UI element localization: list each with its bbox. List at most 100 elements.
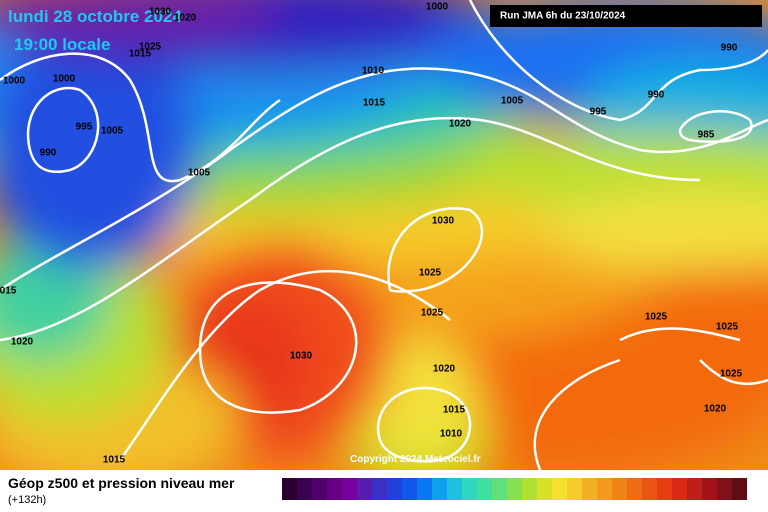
run-box	[490, 5, 762, 27]
colorbar-cell	[582, 478, 597, 500]
colorbar-label: 564	[539, 503, 550, 509]
colorbar-label: 512	[344, 503, 355, 509]
colorbar-cell	[447, 478, 462, 500]
colorbar-cell	[342, 478, 357, 500]
colorbar-cell	[597, 478, 612, 500]
isobar-lines	[0, 0, 768, 470]
colorbar-label: 528	[404, 503, 415, 509]
colorbar-label: 576	[584, 503, 595, 509]
colorbar-label: 516	[359, 503, 370, 509]
colorbar-label: 504	[314, 503, 325, 509]
colorbar-label: 508	[329, 503, 340, 509]
colorbar-label: 568	[554, 503, 565, 509]
colorbar-cell	[312, 478, 327, 500]
isobar-label: 995	[76, 122, 93, 133]
colorbar-cell	[567, 478, 582, 500]
colorbar-cell	[387, 478, 402, 500]
colorbar-label: 596	[659, 503, 670, 509]
colorbar-label: 588	[629, 503, 640, 509]
footer-lead: (+132h)	[8, 494, 46, 506]
isobar-label: 990	[648, 90, 665, 101]
colorbar-cell	[402, 478, 417, 500]
colorbar-cell	[282, 478, 297, 500]
colorbar-label: 500	[299, 503, 310, 509]
colorbar-label: 572	[569, 503, 580, 509]
isobar-label: 1000	[426, 2, 449, 13]
colorbar-cell	[552, 478, 567, 500]
colorbar-cell	[492, 478, 507, 500]
isobar-label: 1015	[363, 98, 386, 109]
colorbar-cell	[612, 478, 627, 500]
colorbar-cell	[462, 478, 477, 500]
isobar-label: 1005	[188, 168, 211, 179]
colorbar-label: 552	[494, 503, 505, 509]
colorbar-label: 592	[644, 503, 655, 509]
isobar-label: 1015	[129, 49, 152, 60]
colorbar-label: 600	[674, 503, 685, 509]
isobar-label: 1020	[174, 13, 197, 24]
colorbar-label: 612	[719, 503, 730, 509]
isobar-label: 1020	[433, 364, 456, 375]
isobar-label: 985	[698, 130, 715, 141]
colorbar-label: 580	[599, 503, 610, 509]
colorbar-label: 520	[374, 503, 385, 509]
isobar-label: 1025	[421, 308, 444, 319]
colorbar-label: 540	[449, 503, 460, 509]
colorbar-label: 524	[389, 503, 400, 509]
colorbar-label: 604	[689, 503, 700, 509]
isobar-label: 015	[0, 286, 17, 297]
colorbar-label: 496	[284, 503, 295, 509]
colorbar-label: 548	[479, 503, 490, 509]
colorbar-cell	[372, 478, 387, 500]
colorbar-label: 556	[509, 503, 520, 509]
isobar-label: 1025	[419, 268, 442, 279]
colorbar-cell	[732, 478, 747, 500]
colorbar-cell	[642, 478, 657, 500]
colorbar-cell	[417, 478, 432, 500]
colorbar-cell	[432, 478, 447, 500]
isobar-label: 990	[721, 43, 738, 54]
isobar-label: 1005	[101, 126, 124, 137]
isobar-label: 1025	[645, 312, 668, 323]
isobar-label: 1025	[716, 322, 739, 333]
colorbar-cell	[297, 478, 312, 500]
colorbar: 496 500 504 508 512 516 520 524 528 532 536 540 544 5…	[282, 478, 747, 509]
colorbar-cell	[717, 478, 732, 500]
isobar-label: 1030	[149, 7, 172, 18]
isobar-label: 1010	[440, 429, 463, 440]
isobar-label: 1020	[449, 119, 472, 130]
isobar-label: 1025	[720, 369, 743, 380]
date-label: lundi 28 octobre 2024	[8, 7, 182, 26]
isobar-label: 1015	[103, 455, 126, 466]
footer-title: Géop z500 et pression niveau mer	[8, 475, 235, 491]
colorbar-label: 560	[524, 503, 535, 509]
colorbar-cell	[687, 478, 702, 500]
colorbar-cell	[477, 478, 492, 500]
colorbar-label: 608	[704, 503, 715, 509]
isobar-label: 1000	[53, 74, 76, 85]
isobar-label: 1025	[139, 42, 162, 53]
colorbar-label: 584	[614, 503, 625, 509]
colorbar-cell	[327, 478, 342, 500]
colorbar-cell	[657, 478, 672, 500]
colorbar-label: 532	[419, 503, 430, 509]
isobar-label: 1015	[443, 405, 466, 416]
isobar-label: 1000	[3, 76, 26, 87]
isobar-label: 1020	[704, 404, 727, 415]
colorbar-cell	[702, 478, 717, 500]
time-label: 19:00 locale	[14, 35, 110, 54]
isobar-label: 1030	[290, 351, 313, 362]
isobar-label: 995	[590, 107, 607, 118]
colorbar-cell	[357, 478, 372, 500]
colorbar-label: 616	[734, 503, 745, 509]
colorbar-cell	[627, 478, 642, 500]
colorbar-cell	[672, 478, 687, 500]
colorbar-cell	[537, 478, 552, 500]
isobar-label: 990	[40, 148, 57, 159]
colorbar-cell	[522, 478, 537, 500]
copyright: Copyright 2024 Meteociel.fr	[350, 454, 481, 465]
isobar-label: 1030	[432, 216, 455, 227]
run-label: Run JMA 6h du 23/10/2024	[500, 11, 626, 22]
